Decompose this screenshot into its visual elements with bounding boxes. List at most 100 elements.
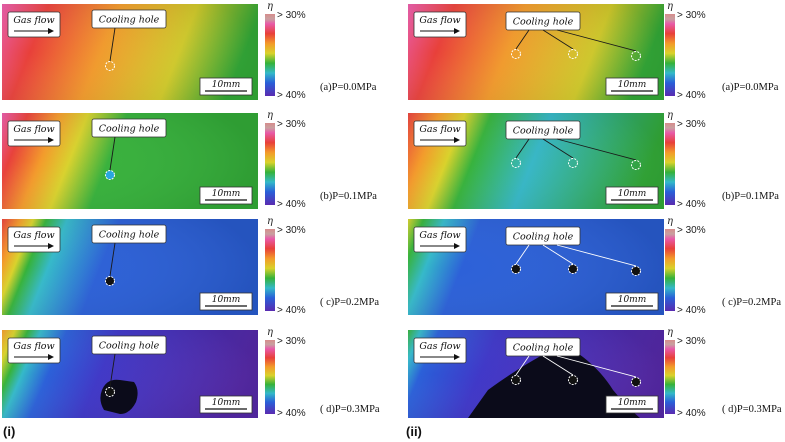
colorbar-top-label: > 30% <box>677 119 706 130</box>
heatmap-image: Gas flow Cooling hole 10mm <box>2 113 258 209</box>
cooling-hole-marker <box>511 375 521 385</box>
heatmap-image: Gas flow Cooling hole 10mm <box>2 219 258 315</box>
cooling-hole-marker <box>511 264 521 274</box>
colorbar-bottom-label: > 40% <box>277 305 306 316</box>
heatmap-panel: Gas flow Cooling hole 10mm <box>408 113 664 209</box>
heatmap-image: Gas flow Cooling hole 10mm <box>2 330 258 418</box>
cooling-hole-marker <box>105 276 115 286</box>
heatmap-panel: Gas flow Cooling hole 10mm <box>2 113 258 209</box>
panel-caption: ( c)P=0.2MPa <box>320 297 380 308</box>
cooling-hole-label-box <box>91 118 167 138</box>
cooling-hole-label-box <box>91 9 167 29</box>
colorbar <box>665 229 675 311</box>
cooling-hole-label: Cooling hole <box>513 343 574 354</box>
colorbar-bottom-label: > 40% <box>677 305 706 316</box>
colorbar <box>665 340 675 414</box>
cooling-hole-label: Cooling hole <box>513 232 574 243</box>
colorbar-bottom-label: > 40% <box>677 408 706 419</box>
cooling-hole-label: Cooling hole <box>99 341 160 352</box>
colorbar-title: η <box>267 110 273 121</box>
cooling-hole-marker <box>631 160 641 170</box>
gas-flow-label: Gas flow <box>419 230 460 241</box>
colorbar-top-label: > 30% <box>277 119 306 130</box>
cooling-hole-marker <box>568 375 578 385</box>
heatmap-panel: Gas flow Cooling hole 10mm <box>2 330 258 418</box>
colorbar-top-label: > 30% <box>277 336 306 347</box>
cooling-hole-label: Cooling hole <box>513 17 574 28</box>
heatmap-image: Gas flow Cooling hole 10mm <box>408 4 664 100</box>
cooling-hole-marker <box>631 51 641 61</box>
colorbar-top-label: > 30% <box>677 10 706 21</box>
cooling-hole-pointer <box>556 244 637 267</box>
colorbar <box>265 14 275 96</box>
cooling-hole-pointer <box>556 29 637 52</box>
cooling-hole-marker <box>568 264 578 274</box>
cooling-hole-marker <box>511 49 521 59</box>
gas-flow-label: Gas flow <box>419 341 460 352</box>
heatmap-image: Gas flow Cooling hole 10mm <box>2 4 258 100</box>
colorbar-bottom-label: > 40% <box>277 199 306 210</box>
cooling-hole-pointer <box>515 244 530 265</box>
cooling-hole-label: Cooling hole <box>99 230 160 241</box>
heatmap-panel: Gas flow Cooling hole 10mm <box>408 4 664 100</box>
cooling-hole-label: Cooling hole <box>513 126 574 137</box>
cooling-hole-label-box <box>91 335 167 355</box>
colorbar-bottom-label: > 40% <box>677 90 706 101</box>
cooling-hole-pointer <box>542 355 574 376</box>
colorbar-top-label: > 30% <box>277 225 306 236</box>
colorbar <box>665 123 675 205</box>
gas-flow-label: Gas flow <box>419 124 460 135</box>
colorbar-top-label: > 30% <box>277 10 306 21</box>
colorbar <box>665 14 675 96</box>
heatmap-panel: Gas flow Cooling hole 10mm <box>2 219 258 315</box>
cooling-hole-pointer <box>515 138 530 159</box>
heatmap-image: Gas flow Cooling hole 10mm <box>408 113 664 209</box>
colorbar-title: η <box>667 216 673 227</box>
panel-caption: ( c)P=0.2MPa <box>722 297 782 308</box>
cooling-hole-pointer <box>109 136 116 171</box>
cooling-hole-marker <box>631 266 641 276</box>
group-label: (ii) <box>406 424 422 439</box>
colorbar-bottom-label: > 40% <box>277 90 306 101</box>
scale-bar-label: 10mm <box>212 295 241 305</box>
colorbar-title: η <box>667 1 673 12</box>
gas-flow-label: Gas flow <box>13 15 54 26</box>
heatmap-panel: Gas flow Cooling hole 10mm <box>408 330 664 418</box>
colorbar-title: η <box>267 1 273 12</box>
scale-bar-label: 10mm <box>212 80 241 90</box>
colorbar <box>265 229 275 311</box>
colorbar <box>265 123 275 205</box>
cooling-hole-pointer <box>542 244 574 265</box>
cooling-hole-label: Cooling hole <box>99 15 160 26</box>
scale-bar-label: 10mm <box>212 189 241 199</box>
cooling-hole-pointer <box>556 138 637 161</box>
colorbar-bottom-label: > 40% <box>277 408 306 419</box>
cooling-hole-pointer <box>556 355 637 378</box>
cooling-hole-marker <box>105 387 115 397</box>
cooling-hole-marker <box>568 49 578 59</box>
scale-bar-label: 10mm <box>212 398 241 408</box>
gas-flow-label: Gas flow <box>13 124 54 135</box>
cooling-hole-pointer <box>515 355 530 376</box>
cooling-hole-label-box <box>91 224 167 244</box>
heatmap-panel: Gas flow Cooling hole 10mm <box>2 4 258 100</box>
scale-bar-label: 10mm <box>618 295 647 305</box>
panel-caption: (a)P=0.0MPa <box>722 82 779 93</box>
clogged-region <box>468 347 640 418</box>
group-label: (i) <box>3 424 16 439</box>
cooling-hole-label: Cooling hole <box>99 124 160 135</box>
cooling-hole-pointer <box>515 29 530 50</box>
heatmap-image: Gas flow Cooling hole 10mm <box>408 330 664 418</box>
panel-caption: (a)P=0.0MPa <box>320 82 377 93</box>
colorbar-title: η <box>667 110 673 121</box>
colorbar-top-label: > 30% <box>677 225 706 236</box>
cooling-hole-marker <box>631 377 641 387</box>
cooling-hole-pointer <box>109 27 116 62</box>
cooling-hole-marker <box>568 158 578 168</box>
scale-bar-label: 10mm <box>618 80 647 90</box>
colorbar-title: η <box>667 327 673 338</box>
panel-caption: ( d)P=0.3MPa <box>320 404 380 415</box>
scale-bar-label: 10mm <box>618 189 647 199</box>
colorbar-title: η <box>267 216 273 227</box>
cooling-hole-pointer <box>109 242 116 277</box>
